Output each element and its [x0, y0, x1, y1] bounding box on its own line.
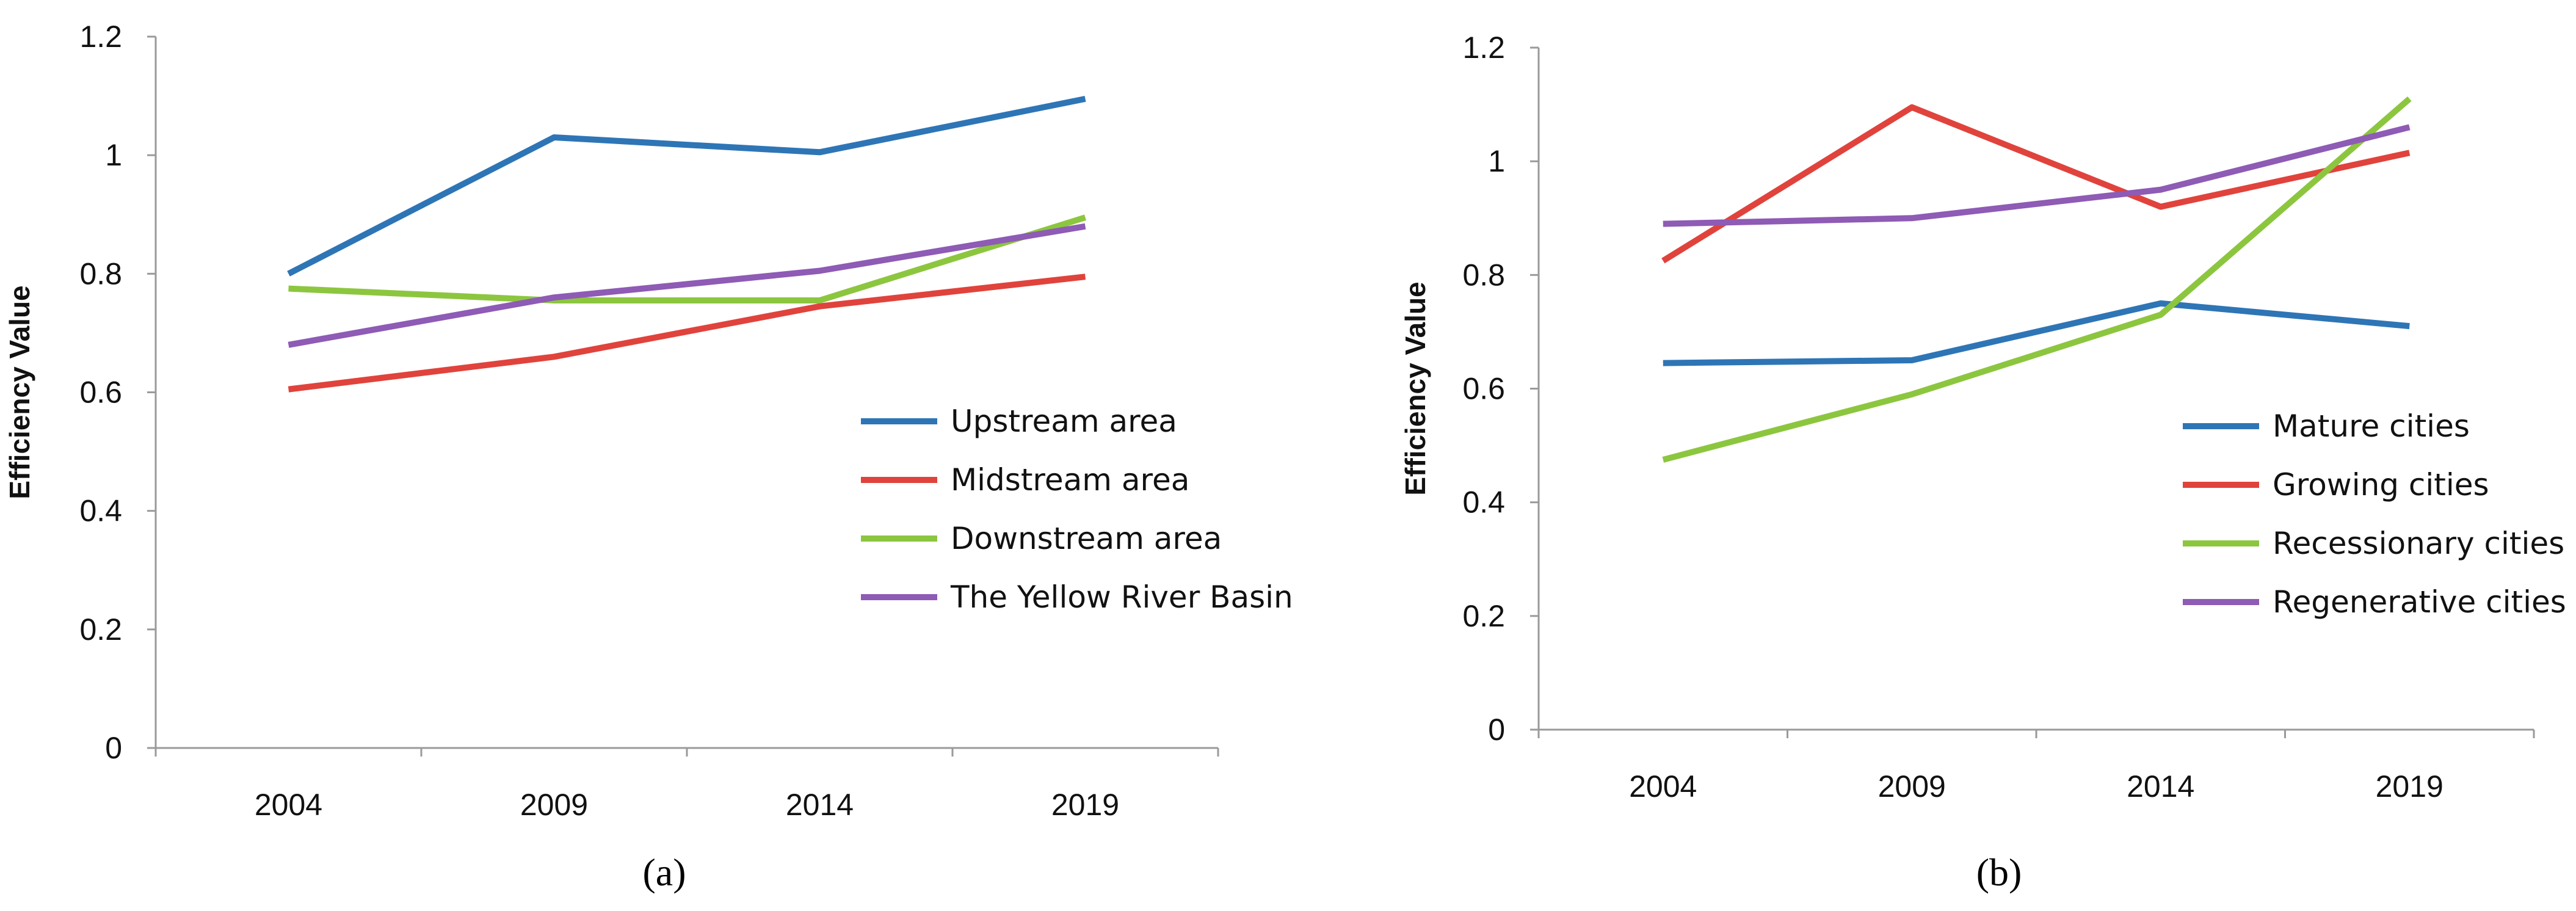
- y-tick-label: 0.2: [1462, 599, 1505, 633]
- x-tick-label: 2019: [1051, 788, 1119, 822]
- series-line-the-yellow-river-basin: [288, 223, 1086, 348]
- x-tick-label: 2014: [786, 788, 854, 822]
- legend-label: Recessionary cities: [2273, 526, 2564, 561]
- y-axis-label: Efficiency Value: [4, 285, 35, 499]
- legend-label: Midstream area: [951, 462, 1189, 498]
- legend-label: Downstream area: [951, 521, 1222, 556]
- y-tick-label: 0.2: [79, 612, 122, 647]
- x-tick-label: 2004: [1629, 769, 1697, 804]
- legend-label: Mature cities: [2273, 408, 2470, 444]
- series-line-recessionary-cities: [1662, 96, 2412, 463]
- y-tick-label: 1.2: [1462, 31, 1505, 65]
- y-tick-label: 0.4: [79, 494, 122, 528]
- series-line-regenerative-cities: [1663, 124, 2411, 227]
- legend-label: Upstream area: [951, 404, 1177, 439]
- legend-label: Regenerative cities: [2273, 584, 2566, 620]
- y-tick-label: 0.4: [1462, 485, 1505, 520]
- series-line-midstream-area: [288, 274, 1086, 393]
- legend-label: The Yellow River Basin: [950, 579, 1293, 615]
- series-line-growing-cities: [1661, 104, 2411, 264]
- series-line-mature-cities: [1663, 300, 2410, 366]
- y-tick-label: 0: [1488, 713, 1505, 747]
- y-tick-label: 0.6: [1462, 372, 1505, 406]
- y-tick-label: 0.8: [1462, 258, 1505, 292]
- y-tick-label: 0.8: [79, 256, 122, 291]
- panel-b-chart: 0 0.2 0.4 0.6 0.8 1 1.2 2004 2009 2014 2019 Efficie…: [1399, 31, 2566, 804]
- x-tick-label: 2004: [255, 788, 322, 822]
- x-tick-label: 2014: [2127, 769, 2194, 804]
- y-tick-label: 1: [105, 138, 122, 172]
- panel-a-label: (a): [642, 851, 686, 894]
- panel-b-label: (b): [1976, 851, 2022, 894]
- y-tick-label: 0: [105, 731, 122, 765]
- series-line-upstream-area: [287, 95, 1086, 277]
- y-tick-label: 0.6: [79, 376, 122, 410]
- y-tick-label: 1: [1488, 144, 1505, 178]
- legend-label: Growing cities: [2273, 467, 2489, 503]
- x-tick-label: 2009: [520, 788, 588, 822]
- y-axis-label: Efficiency Value: [1399, 281, 1431, 495]
- panel-a-chart: 0 0.2 0.4 0.6 0.8 1 1.2 2004 2009 2014 2019 Efficie…: [4, 20, 1293, 822]
- x-tick-label: 2019: [2376, 769, 2444, 804]
- x-tick-label: 2009: [1878, 769, 1946, 804]
- series-line-downstream-area: [288, 214, 1086, 303]
- y-tick-label: 1.2: [79, 20, 122, 54]
